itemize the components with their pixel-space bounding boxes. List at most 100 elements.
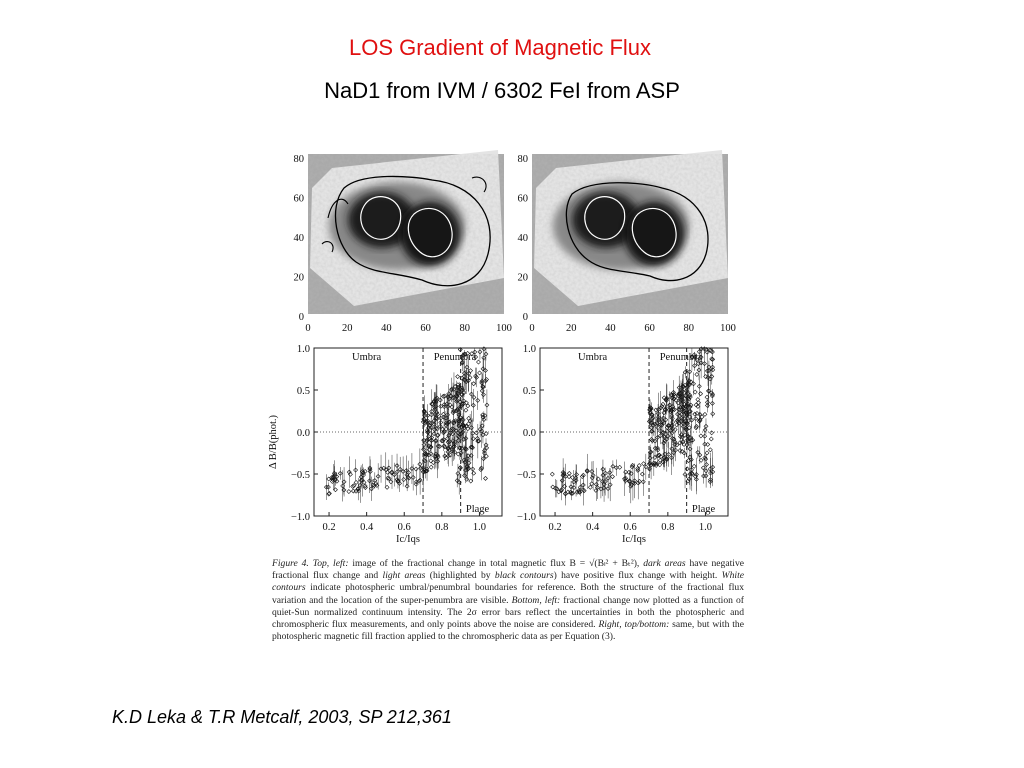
image-y-tick-label: 40 [518,233,529,244]
slide-title: LOS Gradient of Magnetic Flux [348,35,652,60]
data-point [589,469,595,474]
data-point [601,485,607,491]
data-point [355,486,361,491]
data-point [468,368,473,374]
data-point [467,418,473,424]
data-point [430,460,436,465]
data-point [652,455,658,460]
data-point [704,368,710,374]
data-point [466,371,472,376]
data-point [632,478,638,484]
data-point [647,406,653,412]
image-x-tick-label: 0 [529,323,534,334]
data-point [326,476,332,482]
data-point [655,410,661,416]
data-point [710,411,716,417]
data-point [565,489,571,495]
image-y-tick-label: 40 [294,233,305,244]
data-point [459,430,464,436]
data-point [483,431,489,437]
image-x-tick-label: 20 [566,323,577,334]
data-point [326,490,332,496]
data-point [427,420,433,426]
data-point [423,452,429,458]
data-point [465,378,471,384]
data-point [480,366,486,372]
data-point [710,469,716,475]
data-point [386,476,392,482]
data-point [481,392,486,398]
data-point [704,403,710,408]
data-point [628,471,634,476]
data-point [477,370,482,376]
data-point [577,489,583,495]
data-point [413,466,419,472]
data-point [617,464,623,470]
data-point [603,470,608,476]
scatter-y-tick-label: 0.5 [523,386,536,397]
data-point [693,402,699,408]
data-point [378,466,384,472]
scatter-panel-left [313,346,503,517]
data-point [334,478,340,484]
data-point [470,466,476,472]
data-point [660,418,666,424]
data-point [683,410,689,416]
data-point [652,445,658,451]
data-point [461,352,466,358]
data-point [483,378,488,384]
data-point [658,428,663,434]
data-point [647,455,653,461]
data-point [635,466,641,472]
data-point [570,475,575,480]
data-point [473,430,479,436]
data-point [647,460,653,466]
data-point [672,407,677,412]
data-point [680,393,686,399]
scatter-x-axis-label: Ic/Iqs [622,534,646,545]
data-point [704,462,709,468]
data-point [453,393,459,398]
data-point [561,470,567,476]
data-point [421,416,427,422]
data-point [423,451,429,457]
data-point [361,480,367,485]
data-point [686,458,691,463]
data-point [449,404,455,410]
caption-formula: B = √(Bₗ² + Bₜ²) [569,558,637,569]
data-point [371,483,377,489]
data-point [424,427,430,433]
data-point [674,418,680,424]
data-point [580,482,586,488]
data-point [685,438,691,444]
data-point [468,478,474,484]
data-point [451,444,456,450]
data-point [358,478,364,483]
data-point [471,394,477,400]
caption-em: Right, top/bottom: [598,619,670,631]
data-point [580,472,586,478]
data-point [698,457,704,463]
data-point [703,473,709,479]
scatter-axes: Umbra Penumbra Plage 1.0 0.5 0.0 −0.5 −1.0 0.2 0.… [268,344,716,545]
data-point [652,421,658,427]
data-point [594,484,600,490]
data-point [559,478,565,483]
scatter-y-tick-label: 1.0 [297,344,310,355]
caption-text: , [636,558,644,569]
data-point [661,415,666,421]
data-point [372,478,378,483]
data-point [474,374,479,380]
data-point [613,465,619,471]
data-point [657,457,663,463]
data-point [481,456,486,462]
data-point [441,429,447,435]
data-point [428,451,434,457]
data-point [424,437,430,443]
data-point [403,468,409,474]
data-point [684,427,689,433]
image-y-tick-label: 60 [294,194,305,205]
data-point [651,462,657,468]
data-point [362,485,368,491]
image-y-tick-label: 80 [518,154,529,165]
